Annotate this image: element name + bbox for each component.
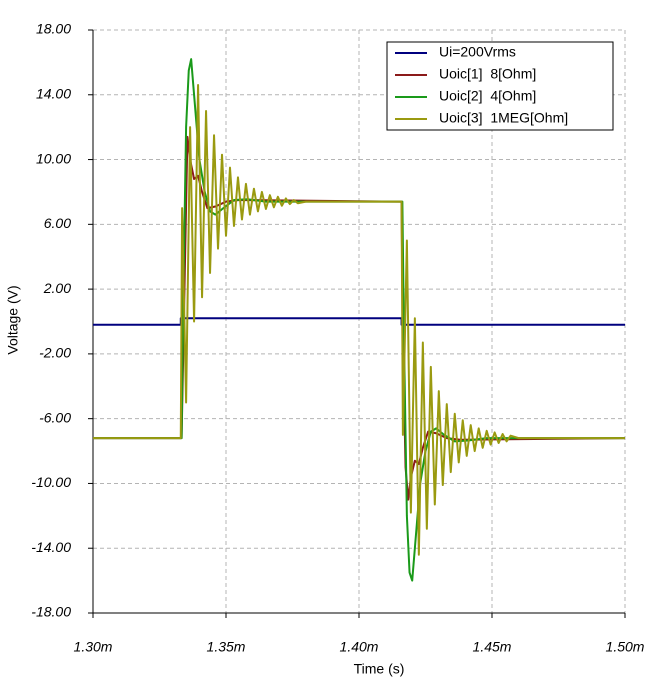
y-tick-label: 14.00 [36, 85, 71, 101]
y-axis-label: Voltage (V) [5, 285, 21, 354]
y-tick-label: -10.00 [31, 474, 71, 490]
legend-label: Ui=200Vrms [439, 44, 516, 60]
x-tick-label: 1.45m [473, 639, 512, 655]
y-tick-label: 18.00 [36, 21, 71, 37]
y-tick-label: 10.00 [36, 150, 71, 166]
legend-box [386, 41, 614, 131]
y-tick-label: 2.00 [43, 280, 71, 296]
x-tick-label: 1.50m [606, 639, 645, 655]
y-tick-label: -2.00 [39, 345, 71, 361]
legend-label: Uoic[2] 4[Ohm] [439, 88, 536, 104]
y-tick-label: -14.00 [31, 539, 71, 555]
y-tick-label: -6.00 [39, 409, 71, 425]
x-tick-label: 1.40m [340, 639, 379, 655]
x-axis-label: Time (s) [354, 661, 405, 677]
x-tick-label: 1.35m [207, 639, 246, 655]
y-tick-label: 6.00 [44, 215, 71, 231]
legend: Ui=200Vrms Uoic[1] 8[Ohm] Uoic[2] 4[Ohm] Uo… [386, 41, 614, 131]
legend-label: Uoic[3] 1MEG[Ohm] [439, 110, 568, 126]
series-line [93, 317, 625, 326]
x-tick-label: 1.30m [74, 639, 113, 655]
y-tick-label: -18.00 [31, 604, 71, 620]
legend-label: Uoic[1] 8[Ohm] [439, 66, 536, 82]
series-line [93, 84, 625, 556]
